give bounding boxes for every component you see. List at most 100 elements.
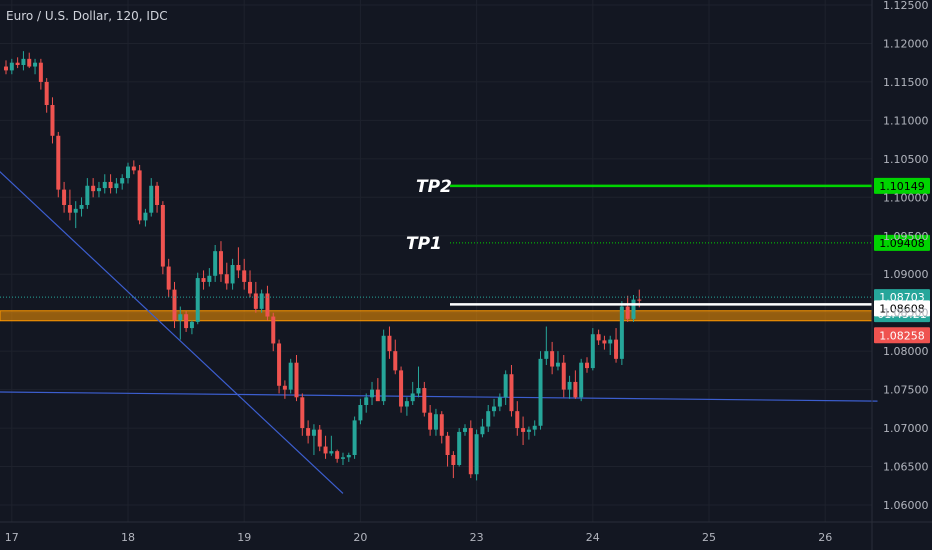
x-tick-label: 25	[702, 531, 716, 544]
candle-down	[451, 455, 456, 465]
tp1-price-tag: 1.09408	[874, 234, 930, 251]
candle-up	[567, 381, 572, 390]
y-tick-label: 1.12500	[883, 0, 929, 12]
candle-down	[131, 166, 136, 171]
stop-price-tag-bg	[874, 327, 930, 344]
candle-down	[265, 293, 270, 317]
candle-down	[166, 266, 171, 290]
candle-up	[340, 457, 345, 459]
trendlines	[0, 170, 878, 494]
candle-down	[137, 170, 142, 221]
candle-up	[195, 278, 200, 322]
candle-up	[590, 334, 595, 369]
candle-up	[189, 321, 194, 329]
y-tick-label: 1.10500	[883, 153, 929, 166]
candle-up	[480, 426, 485, 435]
candle-up	[79, 205, 84, 209]
candle-down	[428, 412, 433, 430]
y-tick-label: 1.08000	[883, 345, 929, 358]
candle-up	[474, 434, 479, 475]
y-tick-label: 1.11000	[883, 114, 929, 127]
x-tick-label: 26	[818, 531, 832, 544]
candle-down	[317, 429, 322, 447]
candle-up	[381, 335, 386, 402]
candle-up	[503, 374, 508, 398]
candle-up	[352, 420, 357, 455]
candle-up	[457, 431, 462, 465]
candle-up	[73, 208, 78, 213]
candle-up	[85, 185, 90, 205]
candle-up	[149, 185, 154, 213]
target-levels: TP2TP11.101491.094081.0870301:43:211.086…	[0, 177, 930, 344]
candle-down	[422, 388, 427, 413]
candle-down	[375, 389, 380, 402]
x-tick-label: 23	[470, 531, 484, 544]
candle-up	[544, 351, 549, 359]
candle-up	[126, 166, 131, 179]
candle-up	[492, 406, 497, 412]
candle-up	[21, 58, 26, 65]
candle-down	[614, 339, 619, 359]
candle-down	[56, 135, 61, 190]
candle-up	[497, 397, 502, 407]
entry-price-tag-bg	[874, 300, 930, 317]
x-tick-label: 17	[5, 531, 19, 544]
chart-title: Euro / U.S. Dollar, 120, IDC	[6, 9, 168, 23]
candle-down	[4, 66, 8, 71]
candle-up	[631, 299, 636, 319]
candle-down	[218, 251, 223, 275]
candle-down	[573, 381, 578, 398]
candle-up	[364, 397, 369, 405]
candle-up	[178, 314, 183, 321]
candle-down	[550, 351, 555, 367]
candle-up	[358, 405, 363, 421]
candle-down	[201, 278, 206, 282]
candle-up	[532, 425, 537, 430]
candle-down	[515, 411, 520, 429]
candle-up	[213, 251, 218, 276]
candle-down	[393, 351, 398, 371]
candle-up	[410, 393, 415, 402]
x-tick-label: 20	[353, 531, 367, 544]
candle-down	[248, 281, 253, 294]
candle-up	[486, 411, 491, 427]
candle-down	[323, 446, 328, 454]
candle-down	[561, 362, 566, 390]
support-zone-band	[0, 310, 873, 322]
candle-up	[346, 455, 351, 458]
candle-down	[253, 293, 258, 309]
candle-down	[335, 451, 340, 459]
candle-down	[585, 362, 589, 369]
candle-up	[433, 414, 438, 430]
candle-down	[602, 340, 607, 344]
candle-up	[33, 62, 38, 67]
candle-up	[259, 293, 264, 309]
candle-up	[555, 362, 560, 367]
candle-down	[596, 334, 601, 341]
candle-down	[38, 62, 43, 82]
candle-up	[329, 451, 334, 454]
candle-up	[608, 339, 613, 344]
candle-down	[637, 299, 642, 301]
y-tick-label: 1.07000	[883, 422, 929, 435]
candle-down	[282, 385, 287, 390]
candle-down	[242, 270, 247, 282]
y-tick-label: 1.12000	[883, 37, 929, 50]
candle-down	[67, 205, 72, 213]
candle-up	[143, 212, 148, 221]
candle-up	[114, 183, 119, 189]
candle-down	[271, 316, 276, 344]
entry-price-tag: 1.08608	[874, 300, 930, 317]
x-tick-label: 24	[586, 531, 600, 544]
x-tick-label: 18	[121, 531, 135, 544]
candle-down	[50, 105, 55, 136]
candle-down	[184, 314, 189, 329]
candle-down	[108, 181, 113, 189]
candle-up	[207, 275, 212, 282]
candle-down	[172, 289, 177, 321]
candle-down	[306, 428, 311, 436]
candle-down	[387, 335, 392, 352]
